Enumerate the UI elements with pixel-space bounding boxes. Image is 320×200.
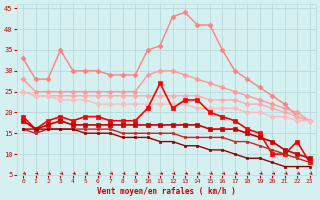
X-axis label: Vent moyen/en rafales ( km/h ): Vent moyen/en rafales ( km/h ) <box>97 187 236 196</box>
